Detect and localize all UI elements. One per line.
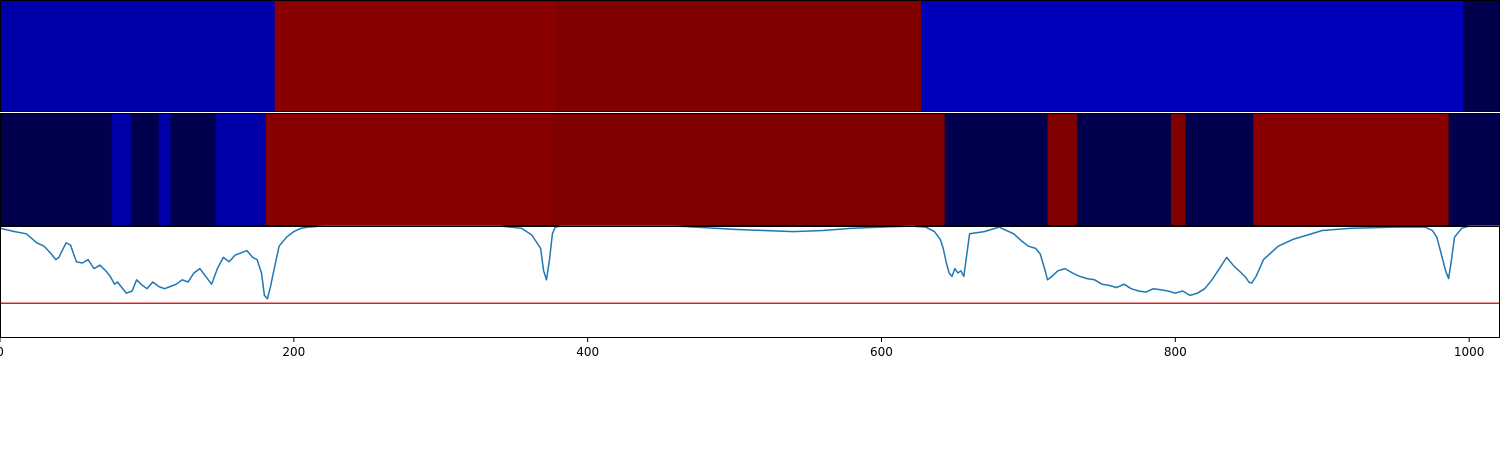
middle-heatmap-segment xyxy=(1185,113,1254,226)
top-heatmap-segment xyxy=(921,0,1464,112)
middle-heatmap-segment xyxy=(215,113,267,226)
x-tick-label: 0 xyxy=(0,345,4,359)
top-heatmap-segment xyxy=(0,0,276,112)
middle-heatmap-segment xyxy=(170,113,217,226)
x-tick-label: 400 xyxy=(576,345,599,359)
middle-heatmap-segment xyxy=(944,113,1049,226)
middle-heatmap-segment xyxy=(130,113,160,226)
x-tick-label: 800 xyxy=(1164,345,1187,359)
middle-heatmap-segment xyxy=(1170,113,1187,226)
middle-heatmap-segment xyxy=(1047,113,1078,226)
middle-heatmap-panel xyxy=(0,113,1500,226)
middle-heatmap-segment xyxy=(158,113,171,226)
top-heatmap-segment xyxy=(274,0,556,112)
middle-heatmap-segment xyxy=(111,113,132,226)
series-line xyxy=(0,225,1500,300)
middle-heatmap-segment xyxy=(0,113,113,226)
top-heatmap-segment xyxy=(555,0,922,112)
middle-heatmap-segment xyxy=(265,113,553,226)
top-heatmap-panel xyxy=(0,0,1500,112)
middle-heatmap-segment xyxy=(1448,113,1500,226)
x-tick-label: 200 xyxy=(282,345,305,359)
plot-area xyxy=(0,226,1500,338)
middle-heatmap-segment xyxy=(552,113,946,226)
x-tick-label: 1000 xyxy=(1454,345,1485,359)
middle-heatmap-segment xyxy=(1076,113,1172,226)
line-plot-panel: 0 200 400 600 800 1000 xyxy=(0,225,1500,359)
x-tick-label: 600 xyxy=(870,345,893,359)
middle-heatmap-segment xyxy=(1253,113,1450,226)
top-heatmap-segment xyxy=(1463,0,1500,112)
